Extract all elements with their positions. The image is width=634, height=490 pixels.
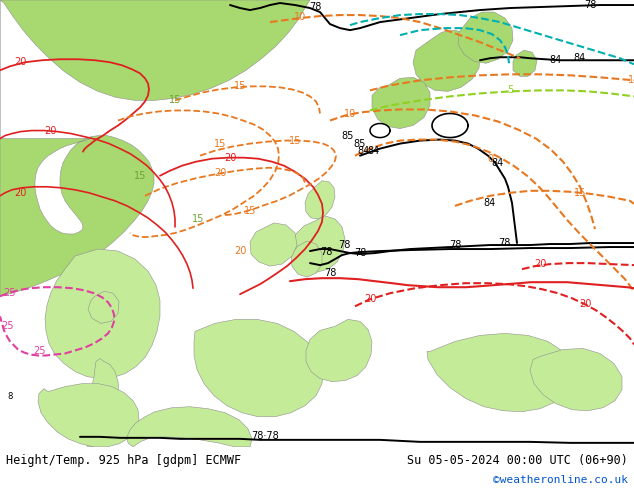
Text: 78: 78 [584, 0, 596, 10]
Text: 78: 78 [309, 2, 321, 12]
Text: Su 05-05-2024 00:00 UTC (06+90): Su 05-05-2024 00:00 UTC (06+90) [407, 454, 628, 467]
Text: 15: 15 [244, 206, 256, 216]
Polygon shape [427, 333, 574, 412]
Polygon shape [413, 30, 480, 91]
Text: 15: 15 [192, 214, 204, 224]
Polygon shape [306, 319, 372, 382]
Text: 15: 15 [214, 139, 226, 148]
Text: 10: 10 [344, 109, 356, 120]
Polygon shape [88, 291, 119, 323]
Text: 78: 78 [320, 247, 332, 257]
Polygon shape [372, 77, 430, 128]
Text: 78: 78 [354, 248, 366, 258]
Text: 20: 20 [534, 259, 546, 269]
Text: 15: 15 [289, 136, 301, 146]
Text: 84: 84 [368, 146, 380, 156]
Text: 5: 5 [507, 85, 513, 96]
Polygon shape [305, 181, 335, 219]
Text: ©weatheronline.co.uk: ©weatheronline.co.uk [493, 475, 628, 485]
Text: 20: 20 [44, 125, 56, 136]
Text: 0: 0 [487, 154, 493, 164]
Polygon shape [250, 223, 297, 266]
Text: 84: 84 [357, 146, 369, 156]
Text: 10: 10 [294, 12, 306, 22]
Text: 8: 8 [8, 392, 13, 401]
Polygon shape [82, 359, 119, 447]
Text: 78: 78 [449, 240, 461, 250]
Text: 20: 20 [234, 246, 246, 256]
Text: 20: 20 [214, 168, 226, 178]
Polygon shape [293, 216, 345, 272]
Text: 15: 15 [574, 188, 586, 198]
Polygon shape [127, 407, 252, 447]
Polygon shape [458, 12, 513, 63]
Text: 15: 15 [134, 171, 146, 181]
Text: 15: 15 [628, 75, 634, 85]
Text: 25: 25 [2, 321, 14, 331]
Text: 15: 15 [169, 96, 181, 105]
Text: 20: 20 [14, 57, 26, 67]
Polygon shape [38, 384, 139, 447]
Text: 15: 15 [234, 81, 246, 91]
Text: 84: 84 [492, 158, 504, 168]
Polygon shape [45, 249, 160, 379]
Polygon shape [0, 0, 310, 100]
Text: 78: 78 [338, 240, 350, 250]
Text: 84: 84 [550, 55, 562, 65]
Text: 78·78: 78·78 [251, 431, 279, 441]
Polygon shape [194, 319, 323, 417]
Polygon shape [530, 348, 622, 411]
Text: 84: 84 [484, 198, 496, 208]
Polygon shape [291, 241, 322, 277]
Text: 85: 85 [342, 130, 354, 141]
Text: 78: 78 [324, 268, 336, 278]
Text: Height/Temp. 925 hPa [gdpm] ECMWF: Height/Temp. 925 hPa [gdpm] ECMWF [6, 454, 241, 467]
Text: 20: 20 [579, 299, 591, 309]
Text: 78: 78 [498, 238, 510, 248]
Text: 20: 20 [224, 153, 236, 163]
Text: 20: 20 [14, 188, 26, 198]
Text: 25: 25 [4, 288, 16, 298]
Text: 25: 25 [34, 346, 46, 357]
Polygon shape [513, 50, 537, 76]
Text: 84: 84 [574, 53, 586, 63]
Polygon shape [0, 0, 154, 296]
Text: 85: 85 [354, 139, 366, 148]
Text: 20: 20 [364, 294, 376, 304]
